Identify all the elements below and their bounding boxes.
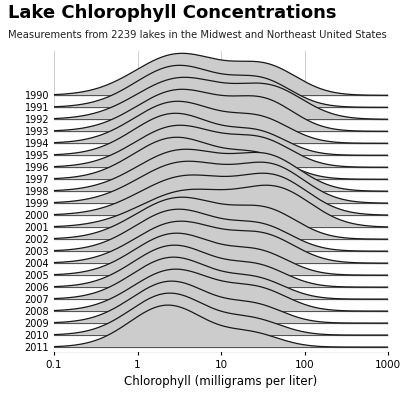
X-axis label: Chlorophyll (milligrams per liter): Chlorophyll (milligrams per liter) [124, 375, 318, 388]
Text: Lake Chlorophyll Concentrations: Lake Chlorophyll Concentrations [8, 4, 336, 22]
Text: Measurements from 2239 lakes in the Midwest and Northeast United States: Measurements from 2239 lakes in the Midw… [8, 30, 387, 39]
